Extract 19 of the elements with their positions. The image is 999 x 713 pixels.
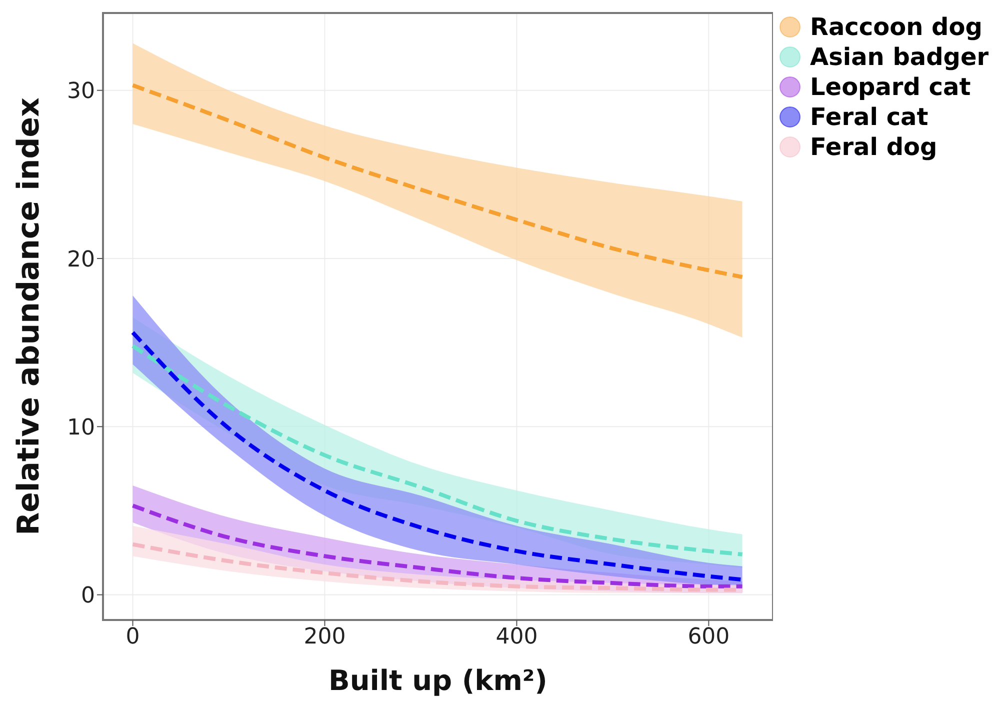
legend-label: Raccoon dog	[810, 13, 982, 41]
line-series	[130, 83, 744, 279]
x-tick-label: 0	[126, 624, 140, 650]
x-tick-label: 600	[688, 624, 730, 650]
line-series	[130, 504, 744, 588]
y-tick-label: 10	[67, 415, 95, 440]
x-tick-label: 200	[304, 624, 346, 650]
line-series	[130, 542, 744, 592]
legend-label: Leopard cat	[810, 73, 971, 101]
line-series	[130, 344, 744, 556]
y-tick-label: 0	[81, 584, 95, 609]
legend-label: Feral dog	[810, 133, 938, 161]
x-axis-title: Built up (km²)	[328, 664, 548, 697]
legend-label: Asian badger	[810, 43, 989, 71]
y-tick-label: 20	[67, 247, 95, 272]
y-axis-title: Relative abundance index	[12, 98, 47, 536]
x-tick-label: 400	[496, 624, 538, 650]
legend-label: Feral cat	[810, 103, 928, 131]
y-tick-label: 30	[67, 79, 95, 104]
